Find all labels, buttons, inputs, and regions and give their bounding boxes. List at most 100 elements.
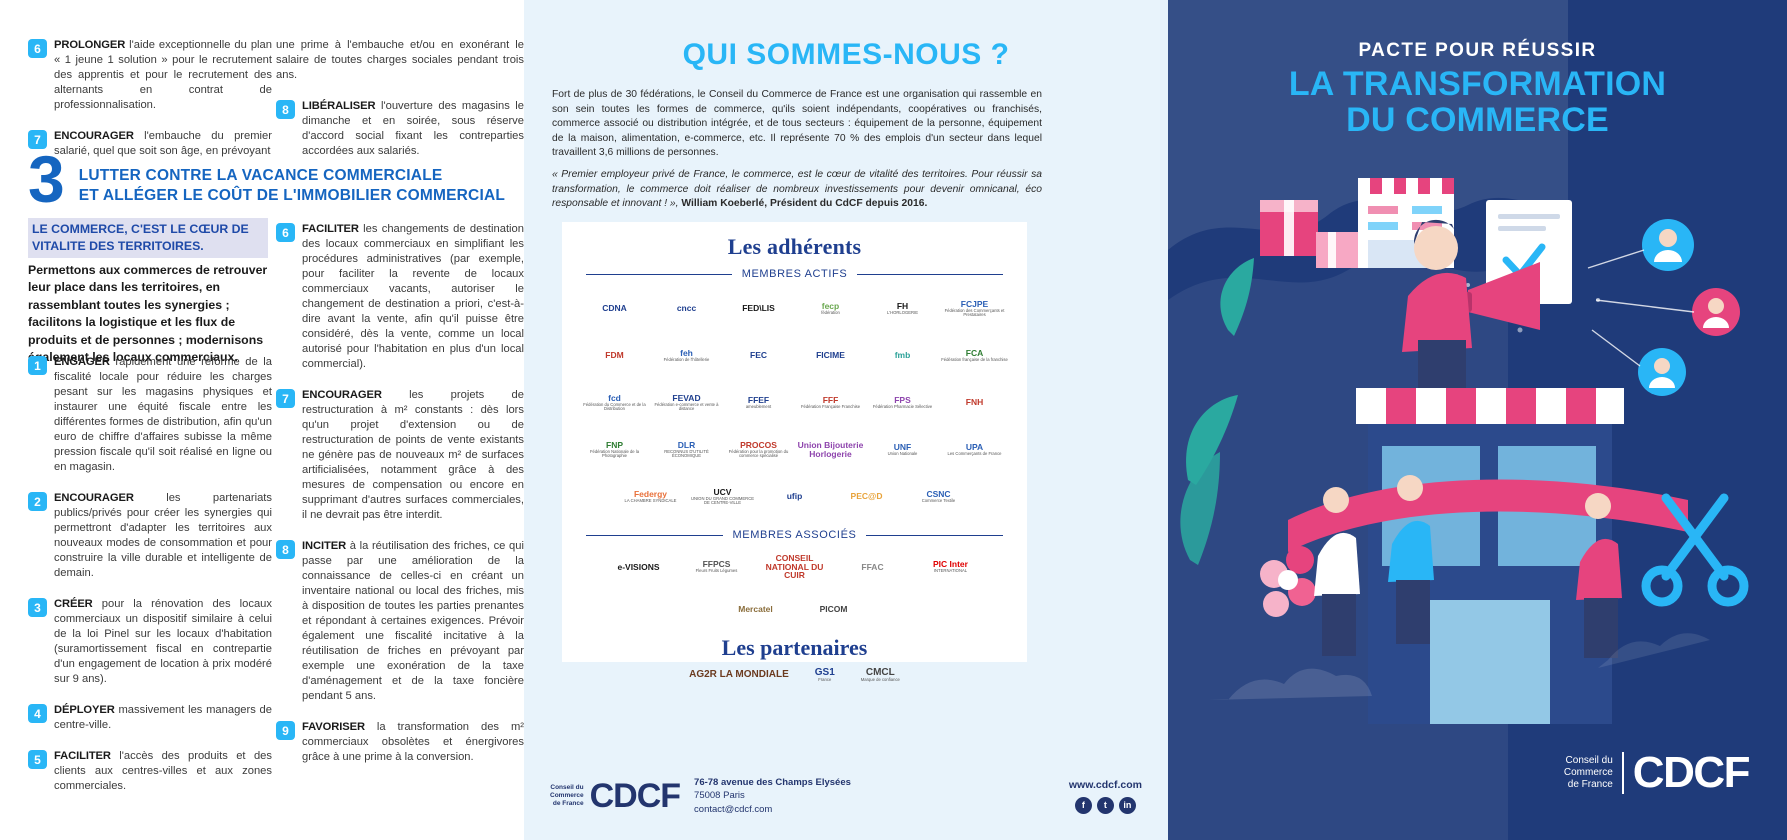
adherents-title: Les adhérents	[727, 234, 862, 259]
member-logo-name: UNF Union Nationale	[887, 441, 918, 456]
partenaires-logo-grid: AG2R LA MONDIALE GS1 France CMCL Marque de c…	[562, 667, 1027, 682]
member-logo-subtitle: Fédération de l'hôtellerie	[663, 356, 710, 362]
president-quote: « Premier employeur privé de France, le …	[552, 169, 1042, 210]
member-logo-name: fecp fédération	[821, 300, 840, 315]
membres-associes-label: MEMBRES ASSOCIÉS	[732, 529, 857, 541]
member-logo-active: FEVAD Fédération e-commerce et vente à di…	[651, 380, 723, 425]
item-text: DÉPLOYER massivement les managers de cen…	[54, 704, 272, 731]
item-text: ENGAGER rapidement une réforme de la fis…	[54, 356, 272, 473]
member-logo-name: fmb	[894, 350, 911, 361]
item-keyword: ENCOURAGER	[54, 492, 134, 504]
member-logo-name: FFPCS Fleurs Fruits Légumes	[695, 559, 738, 574]
member-logo-subtitle: Union Nationale	[887, 450, 918, 456]
cover-logo-wordmark: CDCF	[1632, 748, 1751, 797]
members-card: Les adhérents MEMBRES ACTIFS CDNA cncc FED…	[562, 222, 1027, 682]
item-number-badge: 1	[28, 356, 47, 375]
item-number-badge: 7	[276, 389, 295, 408]
partenaires-title: Les partenaires	[721, 635, 868, 660]
item-text: ENCOURAGER les partenariats publics/priv…	[54, 492, 272, 579]
linkedin-icon[interactable]: in	[1118, 796, 1136, 814]
member-logo-name: UCV UNION DU GRAND COMMERCE DE CENTRE-VIL…	[689, 487, 757, 506]
member-logo-active: fcd Fédération du Commerce et de la Distr…	[579, 380, 651, 425]
member-logo-subtitle: Fédération e-commerce et vente à distanc…	[654, 401, 719, 411]
item-keyword: INCITER	[302, 540, 347, 552]
member-logo-active: fecp fédération	[795, 286, 867, 331]
member-logo-active: UNF Union Nationale	[867, 427, 939, 472]
member-logo-subtitle: Fédération Française Franchise	[800, 403, 861, 409]
divider-line-left	[586, 273, 732, 275]
item-text: INCITER à la réutilisation des friches, …	[302, 540, 524, 702]
item-number-badge: 6	[28, 39, 47, 58]
member-logo-active: DLR RECONNUS D'UTILITÉ ÉCONOMIQUE	[651, 427, 723, 472]
center-footer: Conseil du Commerce de France CDCF 76-78…	[524, 752, 1168, 840]
continuation-text: une prime à l'embauche et/ou en exonéran…	[276, 39, 524, 81]
twitter-icon[interactable]: t	[1096, 796, 1114, 814]
member-logo-name: ufip	[786, 491, 803, 502]
item-number-badge: 8	[276, 540, 295, 559]
cdcf-logo-subtext: Conseil du Commerce de France	[550, 784, 584, 807]
item-keyword: CRÉER	[54, 598, 93, 610]
contact-email[interactable]: contact@cdcf.com	[694, 803, 773, 815]
member-logo-subtitle: INTERNATIONAL	[933, 568, 968, 574]
address-street: 76-78 avenue des Champs Elysées	[694, 776, 851, 788]
proposal-item: 7 ENCOURAGER l'embauche du premier salar…	[28, 129, 272, 159]
member-logo-associate: e-VISIONS	[600, 547, 678, 587]
member-logo-name: FFF Fédération Française Franchise	[800, 394, 861, 409]
member-logo-active: CDNA	[579, 286, 651, 331]
member-logo-name: FFEF ameublement	[745, 394, 772, 409]
facebook-icon[interactable]: f	[1074, 796, 1092, 814]
member-logo-associate: FFAC	[834, 547, 912, 587]
member-logo-subtitle: Fédération des Commerçants et Prestatair…	[944, 307, 1005, 317]
logo-divider	[1621, 752, 1624, 794]
member-logo-name: DLR RECONNUS D'UTILITÉ ÉCONOMIQUE	[653, 440, 721, 459]
highlight-callout: LE COMMERCE, C'EST LE CŒUR DE VITALITE D…	[28, 218, 268, 258]
member-logo-active: FH L'HORLOGERIE	[867, 286, 939, 331]
flower-decor	[1260, 546, 1316, 617]
member-logo-subtitle: Fédération pour la promotion du commerce…	[728, 448, 789, 458]
proposal-item: 7 ENCOURAGER les projets de restructurat…	[276, 388, 524, 523]
membres-associes-logo-grid: e-VISIONS FFPCS Fleurs Fruits Légumes CONSE…	[562, 541, 1027, 629]
membres-actifs-logo-grid: CDNA cncc FED\LIS fecp fédération FH L'HORLOGE…	[562, 280, 1027, 519]
member-logo-name: CONSEIL NATIONAL DU CUIR	[765, 552, 824, 581]
member-logo-active: FEC	[723, 333, 795, 378]
item-number-badge: 3	[28, 598, 47, 617]
item-text: LIBÉRALISER l'ouverture des magasins le …	[302, 100, 524, 157]
member-logo-active: UPA Les Commerçants de France	[939, 427, 1011, 472]
member-logo-name: FEVAD Fédération e-commerce et vente à di…	[654, 392, 719, 411]
address-city: 75008 Paris	[694, 790, 745, 802]
member-logo-name: Union Bijouterie Horlogerie	[797, 439, 864, 459]
member-logo-associate: PIC Inter INTERNATIONAL	[912, 547, 990, 587]
scissors-icon	[1641, 493, 1749, 607]
member-logo-subtitle: ameublement	[745, 403, 772, 409]
item-keyword: DÉPLOYER	[54, 704, 115, 716]
cdcf-logo-wordmark: CDCF	[589, 776, 681, 815]
cdcf-logo: Conseil du Commerce de France CDCF	[550, 776, 681, 816]
member-logo-active: fmb	[867, 333, 939, 378]
member-logo-associate: FFPCS Fleurs Fruits Légumes	[678, 547, 756, 587]
item-number-badge: 4	[28, 704, 47, 723]
cover-logo-subtext: Conseil du Commerce de France	[1563, 754, 1613, 791]
item-text: FACILITER l'accès des produits et des cl…	[54, 750, 272, 792]
member-logo-subtitle: Fleurs Fruits Légumes	[695, 568, 738, 574]
storefront	[1356, 388, 1624, 724]
membres-actifs-divider: MEMBRES ACTIFS	[586, 268, 1003, 280]
item-keyword: FACILITER	[54, 750, 111, 762]
member-logo-name: feh Fédération de l'hôtellerie	[663, 347, 710, 362]
member-logo-name: FFAC	[861, 561, 884, 572]
member-logo-name: FED\LIS	[742, 303, 775, 314]
member-logo-active: FPS Fédération Pharmacie Sélective	[867, 380, 939, 425]
partner-logo-subtitle: Marque de confiance	[860, 677, 900, 682]
website-url[interactable]: www.cdcf.com	[1068, 778, 1142, 791]
member-logo-subtitle: Commerce Textile	[921, 497, 956, 503]
left-col-a-top: 6 PROLONGER l'aide exceptionnelle du pla…	[28, 38, 272, 175]
member-logo-active: PEC@D	[831, 474, 903, 519]
member-logo-name: PIC Inter INTERNATIONAL	[933, 559, 968, 574]
proposal-item: 4 DÉPLOYER massivement les managers de c…	[28, 703, 272, 733]
partner-logo: AG2R LA MONDIALE	[689, 669, 789, 680]
member-logo-active: Union Bijouterie Horlogerie	[795, 427, 867, 472]
partner-logo-name: AG2R LA MONDIALE	[689, 669, 789, 681]
plant-decor	[1180, 258, 1254, 565]
member-logo-active: FNH	[939, 380, 1011, 425]
item-keyword: FAVORISER	[302, 721, 365, 733]
